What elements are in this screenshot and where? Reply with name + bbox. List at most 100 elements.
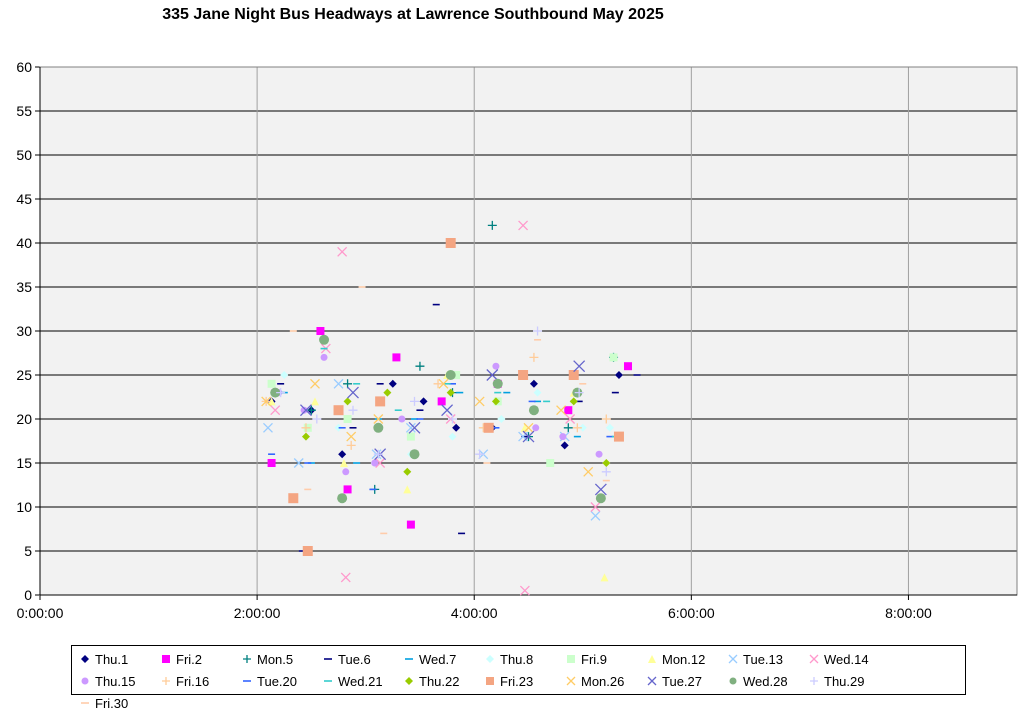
legend-marker-icon (486, 677, 494, 685)
data-point (475, 449, 485, 459)
data-point (270, 387, 281, 398)
legend-label: Thu.1 (95, 651, 129, 667)
data-point (333, 405, 344, 416)
data-point (452, 371, 461, 379)
data-point (590, 510, 601, 521)
legend-label: Wed.14 (824, 651, 869, 667)
data-point (383, 388, 392, 397)
data-point (569, 397, 578, 406)
data-point (565, 414, 576, 424)
legend-label: Fri.23 (500, 673, 534, 689)
data-point (474, 396, 485, 407)
data-point (343, 415, 352, 423)
data-point (276, 388, 286, 398)
data-point (319, 334, 330, 345)
series-fri-30 (289, 286, 610, 535)
data-point (600, 573, 609, 582)
legend-marker-icon (728, 654, 738, 664)
data-point (406, 520, 415, 529)
data-point (301, 423, 311, 433)
data-point (343, 379, 353, 389)
data-point (403, 467, 412, 476)
data-point (288, 493, 299, 504)
legend-marker-icon (243, 655, 251, 663)
data-point (609, 353, 618, 362)
legend-marker-icon (162, 655, 170, 663)
chart-title: 335 Jane Night Bus Headways at Lawrence … (162, 6, 664, 23)
data-point (601, 467, 611, 477)
legend-marker (647, 676, 657, 686)
data-point (334, 423, 343, 432)
legend-marker-icon (81, 655, 89, 663)
legend-marker (162, 677, 170, 685)
legend-item: Tue.27 (645, 670, 726, 692)
data-point (343, 397, 352, 406)
data-point (270, 405, 281, 416)
data-point (529, 352, 539, 362)
legend-label: Thu.22 (419, 673, 460, 689)
data-point (373, 422, 384, 433)
series-thu-22 (271, 388, 611, 476)
legend-item: Thu.29 (807, 670, 888, 692)
legend-marker-icon (810, 677, 818, 685)
y-tick-label: 5 (24, 543, 32, 559)
legend-label: Thu.15 (95, 673, 136, 689)
legend: Thu.1 Fri.2 Mon.5 Tue.6 Wed.7 Thu.8 Fri.9 Mon.1… (71, 645, 966, 711)
legend-marker-icon (729, 677, 737, 685)
legend-item: Fri.30 (78, 692, 159, 714)
legend-marker-icon (405, 677, 413, 685)
data-point (441, 404, 454, 417)
data-point (528, 405, 539, 416)
legend-marker (486, 677, 494, 685)
legend-item: Mon.12 (645, 648, 726, 670)
data-point (306, 405, 316, 415)
data-point (312, 414, 322, 424)
data-point (343, 485, 352, 494)
legend-item: Tue.13 (726, 648, 807, 670)
data-point (280, 371, 289, 379)
legend-marker-icon (81, 677, 89, 685)
x-tick-label: 0:00:00 (17, 605, 64, 621)
data-point (529, 379, 538, 388)
y-tick-label: 15 (16, 455, 32, 471)
data-point (388, 379, 397, 388)
legend-label: Wed.28 (743, 673, 788, 689)
legend-marker (728, 654, 738, 664)
legend-marker-icon (405, 658, 413, 660)
data-point (348, 405, 358, 415)
data-point (419, 397, 428, 406)
legend-item: Thu.22 (402, 670, 483, 692)
legend-marker-icon (567, 655, 575, 663)
legend-label: Tue.6 (338, 651, 371, 667)
data-point (486, 369, 499, 381)
data-point (339, 459, 348, 467)
data-point (573, 360, 586, 373)
y-tick-label: 35 (16, 279, 32, 295)
data-point (556, 405, 567, 416)
legend-item: Mon.5 (240, 648, 321, 670)
series-fri-23 (288, 238, 624, 556)
data-point (263, 422, 273, 433)
data-point (267, 397, 276, 406)
legend-label: Wed.7 (419, 651, 457, 667)
y-tick-label: 20 (16, 411, 32, 427)
legend-item: Fri.2 (159, 648, 240, 670)
legend-label: Fri.2 (176, 651, 202, 667)
data-point (563, 423, 573, 433)
data-point (405, 422, 416, 433)
data-point (346, 440, 356, 450)
legend-marker-icon (648, 655, 656, 663)
x-tick-label: 6:00:00 (668, 605, 715, 621)
legend-marker (810, 677, 818, 685)
legend-marker-icon (809, 654, 819, 664)
data-point (346, 431, 357, 442)
data-point (624, 362, 633, 371)
legend-label: Fri.9 (581, 651, 607, 667)
legend-marker-icon (81, 702, 89, 704)
data-point (533, 388, 542, 397)
x-tick-label: 2:00:00 (234, 605, 281, 621)
legend-item: Wed.21 (321, 670, 402, 692)
legend-item: Thu.8 (483, 648, 564, 670)
data-point (337, 493, 348, 504)
data-point (532, 424, 540, 432)
